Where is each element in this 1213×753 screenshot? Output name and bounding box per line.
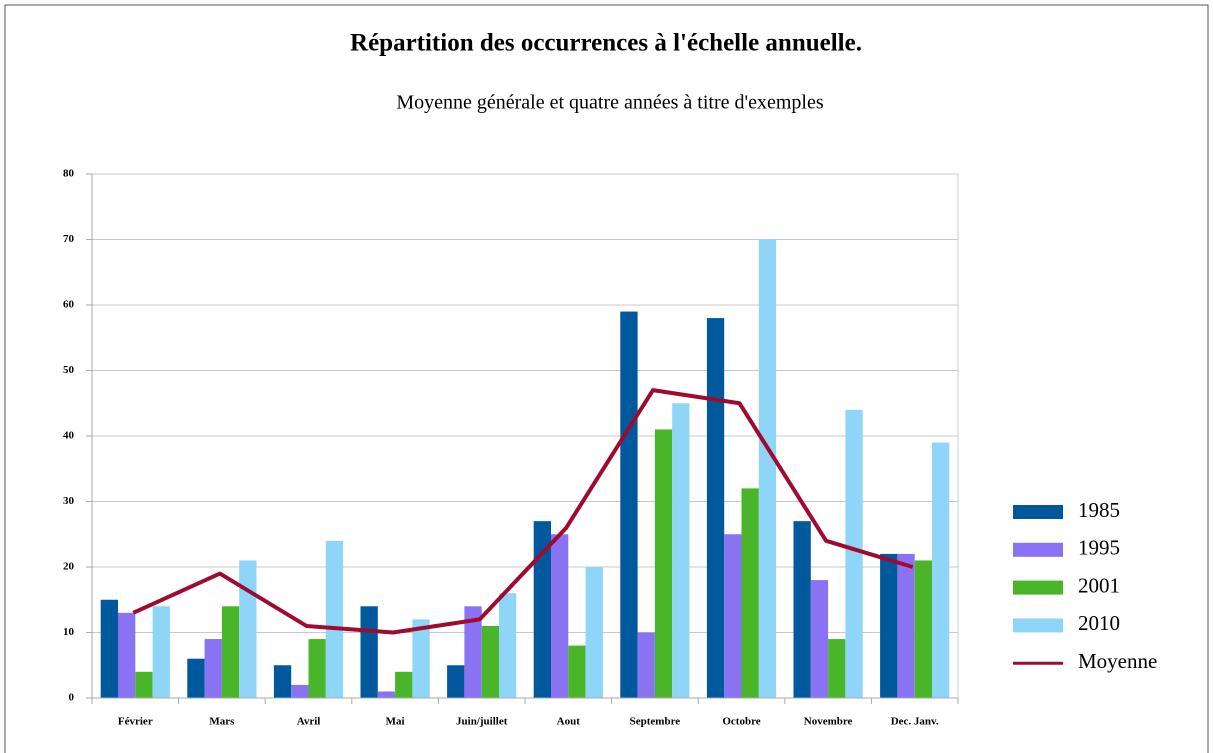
legend-label: 2010 (1078, 611, 1120, 635)
legend-label: 2001 (1078, 573, 1120, 597)
bar (464, 606, 482, 698)
bar (204, 639, 222, 698)
bar (118, 612, 136, 698)
x-tick-label: Dec. Janv. (891, 716, 939, 728)
y-tick-label: 20 (63, 561, 75, 573)
bar (135, 671, 153, 698)
bar (845, 409, 863, 698)
bar (395, 671, 413, 698)
bar (152, 606, 170, 698)
bar (654, 429, 673, 698)
bar (758, 239, 777, 698)
bar (724, 534, 742, 698)
bar (360, 606, 378, 698)
bar (897, 553, 915, 698)
legend-swatch (1013, 580, 1063, 595)
bar (793, 521, 811, 698)
bar (828, 639, 846, 698)
bar (810, 580, 829, 698)
bar (187, 658, 205, 698)
x-tick-label: Septembre (630, 716, 681, 728)
legend-label: 1995 (1078, 536, 1120, 560)
x-tick-label: Avril (297, 716, 321, 728)
bar (481, 625, 499, 698)
legend-label: 1985 (1078, 498, 1120, 522)
bar (221, 606, 240, 698)
bar (325, 540, 344, 698)
x-tick-label: Aout (557, 716, 581, 728)
y-tick-label: 70 (63, 233, 75, 245)
bar (291, 684, 309, 698)
bar (880, 553, 898, 698)
bar (672, 403, 690, 698)
bar (551, 534, 569, 698)
y-tick-label: 60 (63, 299, 75, 311)
bar (499, 593, 517, 698)
bar (273, 665, 292, 698)
line (132, 388, 914, 635)
x-tick-label: Mars (209, 716, 235, 728)
x-tick-label: Mai (386, 716, 405, 728)
frame (4, 4, 1209, 753)
bar (447, 665, 465, 698)
bar (239, 560, 257, 698)
legend-swatch (1013, 618, 1063, 633)
bar (308, 639, 326, 698)
bar (585, 567, 603, 698)
bar (377, 691, 396, 698)
legend-swatch (1013, 542, 1063, 557)
x-tick-label: Octobre (722, 716, 760, 728)
y-tick-label: 40 (63, 430, 75, 442)
y-tick-label: 10 (63, 626, 75, 638)
y-tick-label: 50 (63, 364, 75, 376)
bar (568, 645, 586, 698)
bar (412, 619, 430, 698)
y-tick-label: 0 (69, 692, 75, 704)
bar (741, 488, 759, 698)
chart-subtitle: Moyenne générale et quatre années à titr… (396, 92, 824, 114)
x-tick-label: Novembre (804, 716, 853, 728)
bar (637, 632, 655, 698)
bar (914, 560, 932, 698)
y-tick-label: 80 (63, 168, 75, 180)
legend-label: Moyenne (1078, 649, 1157, 673)
bar (620, 311, 638, 698)
bar (932, 442, 950, 698)
x-tick-label: Février (118, 716, 153, 728)
bar (100, 599, 118, 698)
bar (533, 521, 551, 698)
x-tick-label: Juin/juillet (456, 716, 508, 728)
chart-title: Répartition des occurrences à l'échelle … (350, 30, 862, 57)
y-tick-label: 30 (63, 495, 75, 507)
bar (706, 318, 725, 698)
legend-swatch (1013, 505, 1063, 519)
